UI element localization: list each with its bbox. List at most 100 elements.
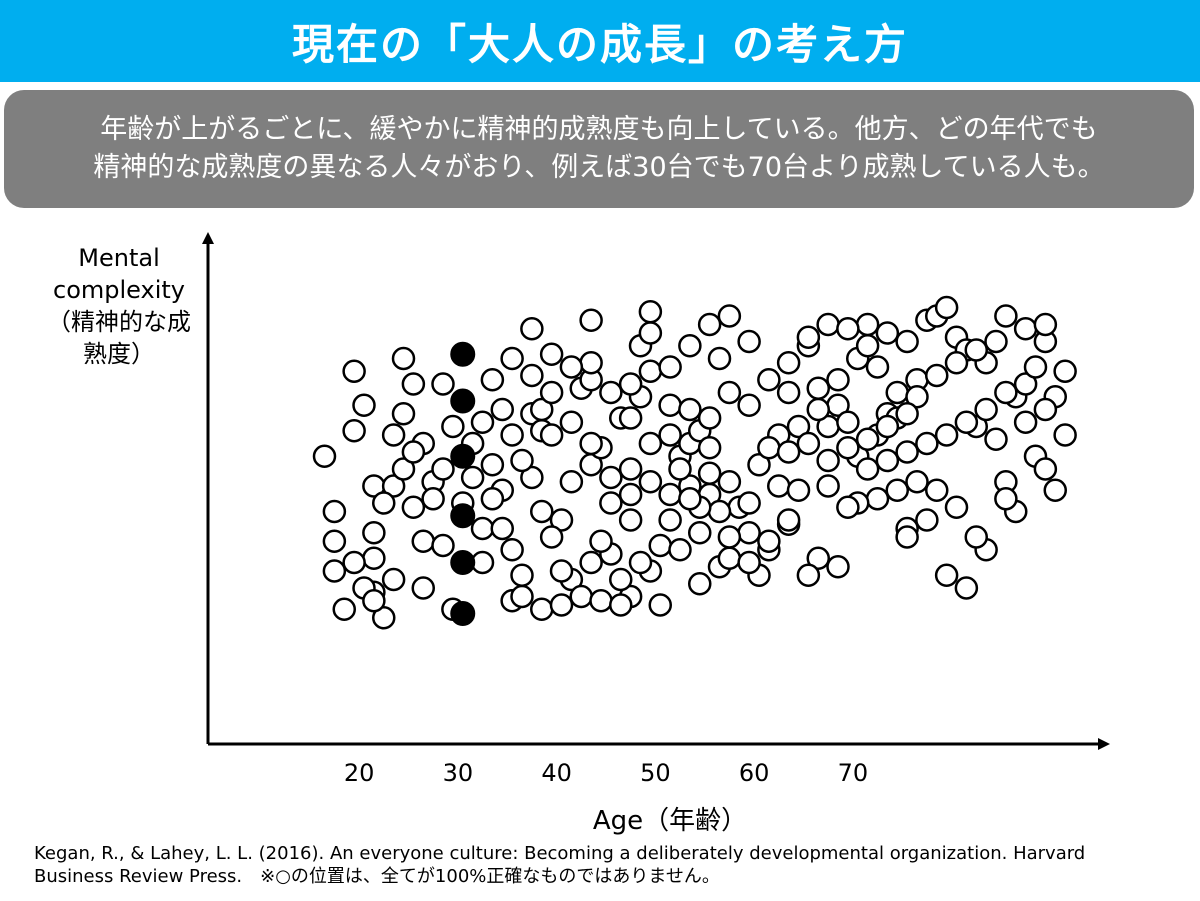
data-point <box>668 538 692 562</box>
summary-box: 年齢が上がるごとに、緩やかに精神的成熟度も向上している。他方、どの年代でも 精神… <box>4 90 1194 208</box>
data-point <box>717 304 742 328</box>
data-point <box>332 597 356 621</box>
data-point <box>658 393 682 417</box>
data-point <box>816 474 840 498</box>
data-point <box>401 440 426 464</box>
y-axis-arrow <box>202 232 214 244</box>
data-point <box>697 436 722 460</box>
data-point <box>500 423 524 447</box>
data-point <box>895 402 919 426</box>
data-point <box>530 499 554 524</box>
data-point <box>905 470 929 494</box>
data-point <box>717 470 742 494</box>
page-title: 現在の「大人の成長」の考え方 <box>291 19 908 69</box>
data-point <box>836 436 860 460</box>
data-point <box>944 495 969 519</box>
data-point <box>757 436 781 460</box>
data-point <box>421 487 445 511</box>
data-point <box>638 431 663 456</box>
data-point <box>1033 312 1058 337</box>
summary-line-2: 精神的な成熟度の異なる人々がおり、例えば30台でも70台より成熟している人も。 <box>93 152 1105 183</box>
data-point <box>836 410 860 434</box>
data-point <box>688 572 712 596</box>
data-point <box>865 355 890 379</box>
data-point <box>559 410 584 434</box>
data-point <box>658 355 682 379</box>
data-point <box>737 550 761 575</box>
data-point <box>1053 359 1077 383</box>
citation-line-1: Kegan, R., & Lahey, L. L. (2016). An eve… <box>34 843 1086 864</box>
data-point <box>925 363 949 388</box>
highlight-point <box>450 443 476 469</box>
data-point <box>688 521 712 545</box>
x-tick-label: 50 <box>640 759 671 787</box>
data-point <box>362 546 386 570</box>
data-point <box>391 346 416 371</box>
y-axis-label-line-2: complexity <box>53 276 185 304</box>
data-point <box>480 487 505 511</box>
data-point <box>381 567 406 592</box>
data-point <box>668 457 692 481</box>
data-point <box>964 525 988 549</box>
data-point <box>855 334 880 358</box>
data-point <box>806 376 830 400</box>
data-point <box>697 406 722 430</box>
highlight-point <box>450 503 476 529</box>
data-point <box>875 321 900 345</box>
data-point <box>806 546 830 570</box>
data-point <box>579 550 603 575</box>
data-point <box>826 555 850 579</box>
data-point <box>530 397 554 422</box>
data-point <box>875 448 900 473</box>
data-point <box>530 597 554 621</box>
data-point <box>401 372 426 396</box>
data-point <box>589 529 613 553</box>
data-point <box>717 525 742 549</box>
data-point <box>431 533 455 558</box>
data-point <box>707 346 732 371</box>
data-point <box>638 300 663 324</box>
data-point <box>737 329 761 354</box>
title-bar: 現在の「大人の成長」の考え方 <box>0 0 1200 82</box>
data-point <box>539 380 564 405</box>
citation-line-2: Business Review Press. ※○の位置は、全てが100%正確な… <box>34 866 720 887</box>
data-point <box>934 563 959 587</box>
data-point <box>599 380 623 405</box>
data-point <box>1033 457 1058 481</box>
data-point <box>1013 317 1038 341</box>
data-point <box>895 329 919 354</box>
data-point <box>915 508 939 532</box>
x-tick-label: 70 <box>838 759 869 787</box>
data-point <box>322 559 347 583</box>
data-point <box>372 491 396 515</box>
data-point <box>678 487 702 511</box>
data-point <box>895 440 919 464</box>
data-point <box>776 380 801 405</box>
citation: Kegan, R., & Lahey, L. L. (2016). An eve… <box>34 842 1184 888</box>
data-point <box>648 533 672 558</box>
data-point <box>836 495 860 519</box>
data-point <box>362 521 386 545</box>
data-point <box>559 355 584 379</box>
data-point <box>1013 410 1038 434</box>
data-point <box>786 478 811 502</box>
data-point <box>411 576 435 600</box>
data-point <box>559 470 584 494</box>
data-point <box>717 380 742 405</box>
data-point <box>954 576 979 600</box>
data-point <box>678 397 702 422</box>
data-point <box>1023 355 1048 379</box>
data-point <box>490 397 514 422</box>
data-point <box>855 427 880 451</box>
data-point <box>569 584 593 609</box>
data-point <box>362 589 386 613</box>
data-point <box>599 491 623 515</box>
data-point <box>855 312 880 337</box>
data-point <box>638 321 663 345</box>
summary-line-1: 年齢が上がるごとに、緩やかに精神的成熟度も向上している。他方、どの年代でも <box>100 114 1098 145</box>
data-point <box>401 495 426 519</box>
x-tick-label: 20 <box>344 759 375 787</box>
data-point <box>372 606 396 630</box>
data-point <box>678 334 702 358</box>
data-point <box>431 372 455 396</box>
